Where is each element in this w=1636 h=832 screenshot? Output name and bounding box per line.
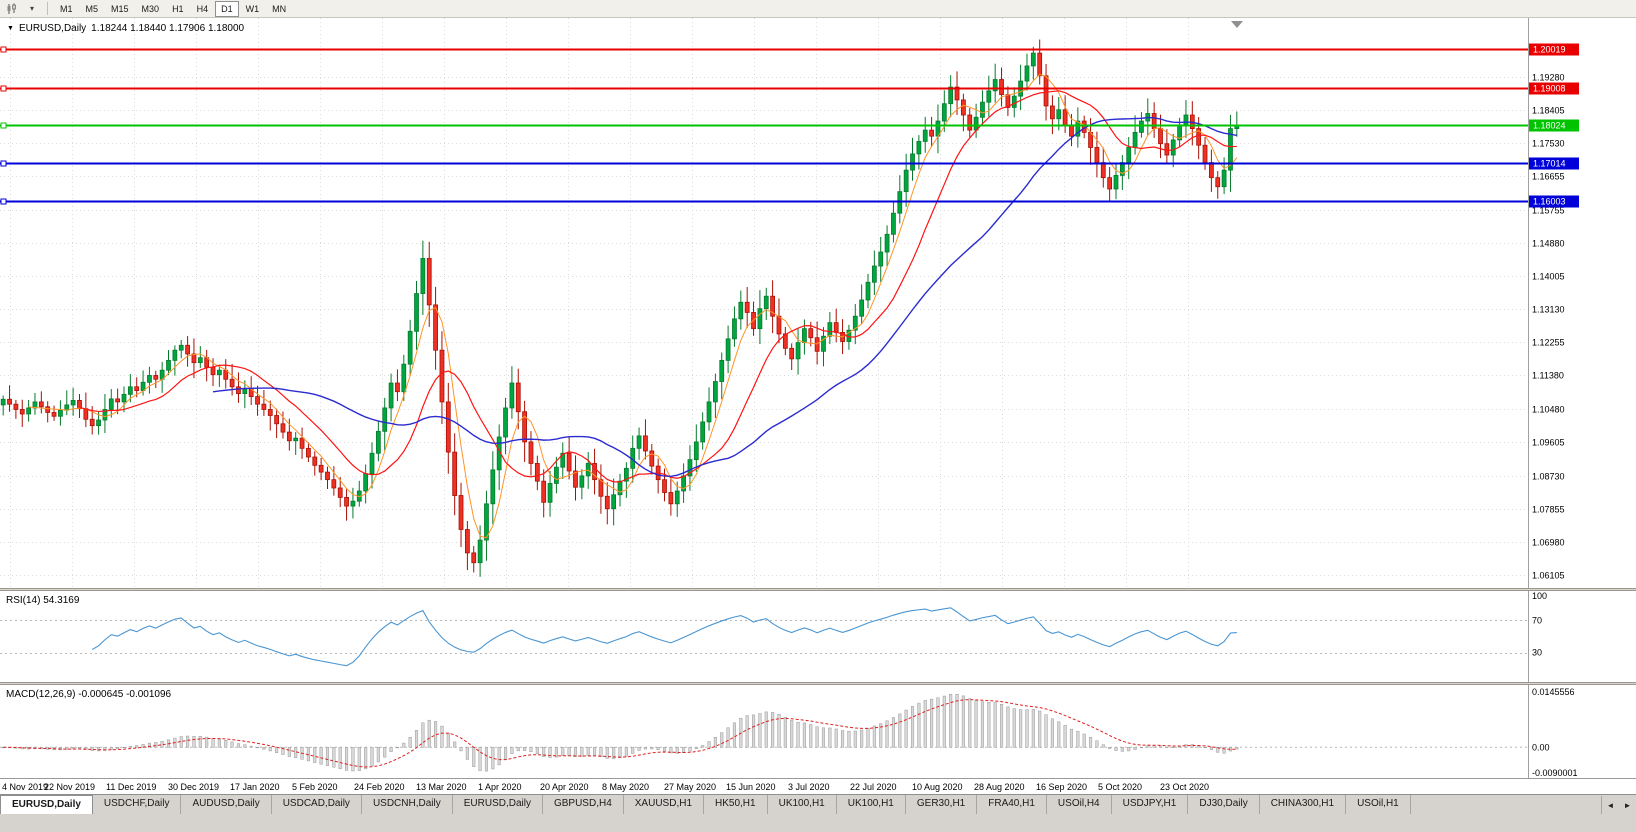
svg-text:1.17530: 1.17530 [1532, 139, 1565, 149]
chart-tab-eurusd-daily[interactable]: EURUSD,Daily [452, 795, 543, 814]
x-axis-date-label: 16 Sep 2020 [1036, 782, 1088, 792]
svg-text:100: 100 [1532, 591, 1547, 601]
svg-text:1.16655: 1.16655 [1532, 172, 1565, 182]
timeframe-button-d1[interactable]: D1 [215, 0, 239, 17]
svg-text:1.15755: 1.15755 [1532, 206, 1565, 216]
chart-tab-usdchf-daily[interactable]: USDCHF,Daily [92, 795, 182, 814]
chart-tab-dj30-daily[interactable]: DJ30,Daily [1188, 795, 1260, 814]
chart-tab-hk50-h1[interactable]: HK50,H1 [704, 795, 768, 814]
svg-text:1.20019: 1.20019 [1533, 45, 1566, 55]
x-axis-date-label: 23 Oct 2020 [1160, 782, 1210, 792]
x-axis-date-label: 17 Jan 2020 [230, 782, 280, 792]
rsi-indicator-pane[interactable]: 100 70 30 RSI(14) 54.3169 [0, 591, 1636, 682]
timeframe-button-h1[interactable]: H1 [166, 1, 190, 17]
chart-tab-xauusd-h1[interactable]: XAUUSD,H1 [623, 795, 705, 814]
x-axis-date-label: 8 May 2020 [602, 782, 650, 792]
svg-text:1.14005: 1.14005 [1532, 272, 1565, 282]
chart-tab-bar: EURUSD,Daily USDCHF,Daily AUDUSD,Daily USDC… [0, 794, 1636, 815]
timeframe-button-m15[interactable]: M15 [105, 1, 135, 17]
x-axis-date-label: 15 Jun 2020 [726, 782, 776, 792]
macd-indicator-pane[interactable]: 0.0145556 0.00 -0.0090001 MACD(12,26,9) -0… [0, 685, 1636, 778]
x-axis-date-label: 10 Aug 2020 [912, 782, 963, 792]
svg-text:1.18024: 1.18024 [1533, 121, 1566, 131]
tab-scroll-controls: ◄ ► [1601, 796, 1636, 815]
tab-scroll-left-icon[interactable]: ◄ [1602, 796, 1619, 815]
timeframe-button-m30[interactable]: M30 [136, 1, 166, 17]
chart-tab-uk100-h1[interactable]: UK100,H1 [836, 795, 906, 814]
toolbar-separator [47, 2, 48, 15]
x-axis-date-label: 28 Aug 2020 [974, 782, 1025, 792]
candlestick-glyph [7, 3, 16, 14]
svg-text:-0.0090001: -0.0090001 [1532, 768, 1578, 778]
chart-tab-eurusd-daily[interactable]: EURUSD,Daily [0, 795, 93, 814]
x-axis-date-label: 24 Feb 2020 [354, 782, 405, 792]
x-axis-date-label: 1 Apr 2020 [478, 782, 522, 792]
chart-tab-uk100-h1[interactable]: UK100,H1 [767, 795, 837, 814]
chart-tab-usdjpy-h1[interactable]: USDJPY,H1 [1111, 795, 1189, 814]
time-axis[interactable]: 4 Nov 2019 22 Nov 2019 11 Dec 2019 30 Dec 2… [0, 778, 1636, 794]
chart-tab-usdcnh-daily[interactable]: USDCNH,Daily [361, 795, 453, 814]
x-axis-date-label: 27 May 2020 [664, 782, 717, 792]
chart-type-dropdown-caret-icon[interactable]: ▾ [23, 1, 41, 17]
timeframe-button-w1[interactable]: W1 [240, 1, 266, 17]
chart-tab-ger30-h1[interactable]: GER30,H1 [905, 795, 978, 814]
pane-splitter[interactable] [0, 682, 1636, 685]
x-axis-date-label: 5 Feb 2020 [292, 782, 338, 792]
svg-text:1.14880: 1.14880 [1532, 239, 1565, 249]
x-axis-date-label: 13 Mar 2020 [416, 782, 467, 792]
svg-text:1.12255: 1.12255 [1532, 338, 1565, 348]
x-axis-date-label: 3 Jul 2020 [788, 782, 830, 792]
x-axis-date-label: 30 Dec 2019 [168, 782, 220, 792]
chart-type-icon[interactable] [3, 1, 21, 17]
x-axis-date-label: 20 Apr 2020 [540, 782, 589, 792]
svg-text:1.13130: 1.13130 [1532, 305, 1565, 315]
chart-tab-china300-h1[interactable]: CHINA300,H1 [1259, 795, 1347, 814]
timeframe-button-m1[interactable]: M1 [54, 1, 79, 17]
chart-tab-fra40-h1[interactable]: FRA40,H1 [977, 795, 1047, 814]
timeframe-button-m5[interactable]: M5 [80, 1, 105, 17]
x-axis-date-label: 22 Jul 2020 [850, 782, 897, 792]
svg-text:1.10480: 1.10480 [1532, 405, 1565, 415]
svg-text:0.0145556: 0.0145556 [1532, 687, 1575, 697]
chart-tab-usoil-h4[interactable]: USOil,H4 [1046, 795, 1112, 814]
svg-text:1.18405: 1.18405 [1532, 106, 1565, 116]
svg-text:1.16003: 1.16003 [1533, 197, 1566, 207]
svg-text:1.11380: 1.11380 [1532, 371, 1564, 381]
bottom-strip [0, 814, 1636, 832]
chart-tab-audusd-daily[interactable]: AUDUSD,Daily [181, 795, 272, 814]
x-axis-date-label: 5 Oct 2020 [1098, 782, 1143, 792]
main-chart-pane[interactable]: 1.19280 1.18405 1.17530 1.16655 1.15755 1.148… [0, 18, 1636, 588]
svg-text:30: 30 [1532, 648, 1542, 658]
timeframe-toolbar: M1 M5 M15 M30 H1 H4 D1 W1 MN [54, 0, 292, 17]
tab-scroll-right-icon[interactable]: ► [1619, 796, 1636, 815]
x-axis-date-label: 11 Dec 2019 [106, 782, 157, 792]
svg-text:70: 70 [1532, 615, 1542, 625]
chart-tab-usdcad-daily[interactable]: USDCAD,Daily [271, 795, 362, 814]
svg-text:1.07855: 1.07855 [1532, 505, 1565, 515]
svg-text:1.06980: 1.06980 [1532, 538, 1565, 548]
timeframe-button-mn[interactable]: MN [266, 1, 292, 17]
timeframe-button-h4[interactable]: H4 [191, 1, 215, 17]
x-axis-date-label: 22 Nov 2019 [44, 782, 96, 792]
macd-chart-canvas[interactable]: 0.0145556 0.00 -0.0090001 [0, 685, 1636, 778]
svg-text:1.06105: 1.06105 [1532, 571, 1565, 581]
top-toolbar: ▾ M1 M5 M15 M30 H1 H4 D1 W1 MN [0, 0, 1636, 18]
chart-tab-usoil-h1[interactable]: USOil,H1 [1346, 795, 1411, 814]
svg-text:1.09605: 1.09605 [1532, 438, 1565, 448]
svg-text:1.19280: 1.19280 [1532, 73, 1565, 83]
x-axis-date-label: 4 Nov 2019 [2, 782, 49, 792]
rsi-chart-canvas[interactable]: 100 70 30 [0, 591, 1636, 682]
svg-text:1.19008: 1.19008 [1533, 84, 1566, 94]
svg-text:1.17014: 1.17014 [1533, 159, 1566, 169]
pane-splitter[interactable] [0, 588, 1636, 591]
svg-text:1.08730: 1.08730 [1532, 472, 1565, 482]
svg-text:0.00: 0.00 [1532, 742, 1550, 752]
price-chart-canvas[interactable]: 1.19280 1.18405 1.17530 1.16655 1.15755 1.148… [0, 18, 1636, 588]
chart-tab-gbpusd-h4[interactable]: GBPUSD,H4 [542, 795, 624, 814]
